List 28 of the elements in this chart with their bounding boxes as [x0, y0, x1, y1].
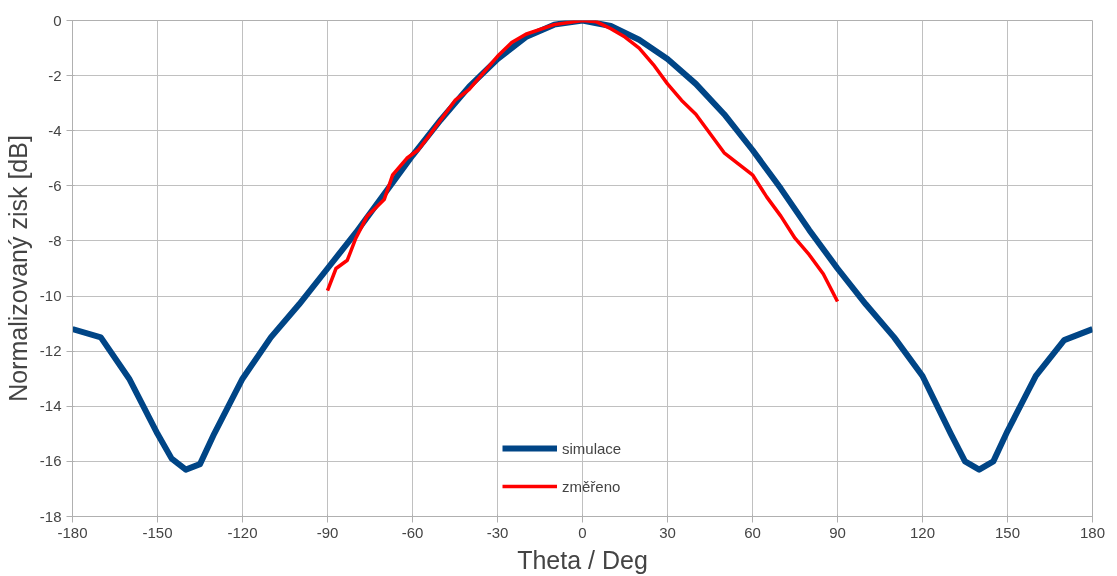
legend-label: simulace — [562, 439, 622, 457]
y-axis-title: Normalizovaný zisk [dB] — [3, 135, 32, 402]
x-tick-label: 30 — [659, 523, 676, 541]
y-tick-label: 0 — [53, 11, 62, 29]
x-tick-label: -180 — [57, 523, 88, 541]
x-tick-label: 150 — [994, 523, 1021, 541]
y-tick-label: -2 — [48, 66, 62, 84]
x-tick-label: 180 — [1079, 523, 1106, 541]
y-tick-label: -8 — [48, 231, 62, 249]
y-tick-label: -16 — [39, 452, 62, 470]
x-axis-title: Theta / Deg — [517, 545, 648, 574]
x-tick-label: 60 — [744, 523, 761, 541]
x-tick-label: 90 — [829, 523, 846, 541]
line-series — [325, 20, 840, 304]
x-tick-label: -30 — [486, 523, 509, 541]
x-tick-label: -120 — [227, 523, 258, 541]
y-tick-label: -4 — [48, 121, 62, 139]
x-tick-label: -60 — [401, 523, 424, 541]
y-tick-label: -12 — [39, 342, 62, 360]
legend-label: změřeno — [562, 477, 621, 495]
x-tick-label: 120 — [909, 523, 936, 541]
y-tick-label: -18 — [39, 507, 62, 525]
y-tick-label: -10 — [39, 287, 62, 305]
x-tick-label: -90 — [316, 523, 339, 541]
y-tick-label: -6 — [48, 176, 62, 194]
y-tick-label: -14 — [39, 397, 62, 415]
x-tick-label: -150 — [142, 523, 173, 541]
x-tick-label: 0 — [578, 523, 587, 541]
